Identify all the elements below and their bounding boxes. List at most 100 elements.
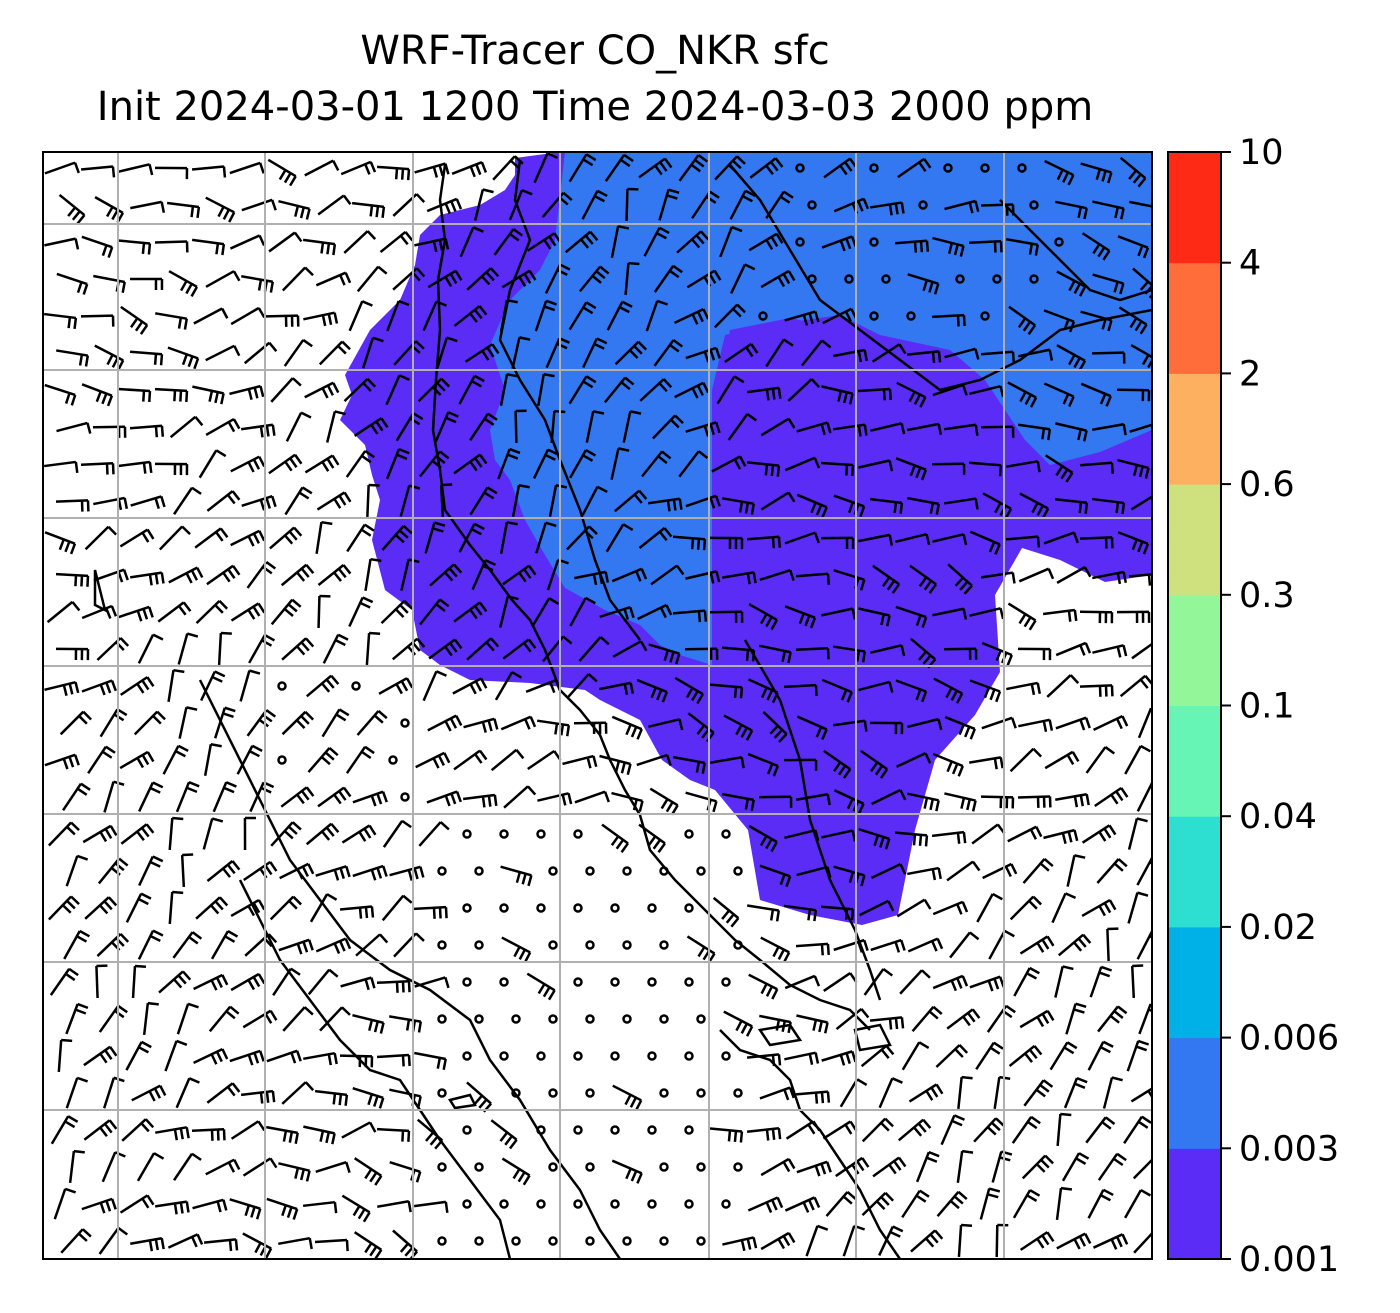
wind-calm-marker: [869, 163, 879, 173]
wind-barb: [1130, 343, 1152, 369]
wind-barb: [835, 1007, 870, 1031]
wind-barb: [315, 937, 352, 954]
wind-barb: [453, 305, 488, 327]
wind-barb: [684, 647, 719, 660]
wind-barb: [87, 745, 116, 775]
wind-barb: [436, 336, 458, 369]
colorbar-segment: [1168, 705, 1221, 817]
wind-barb: [730, 263, 756, 294]
wind-barb: [944, 792, 977, 812]
wind-barb: [381, 894, 413, 922]
wind-barb: [1106, 927, 1119, 962]
wind-barb: [84, 896, 118, 920]
wind-barb: [80, 462, 115, 475]
wind-barb: [861, 1191, 895, 1217]
wind-calm-marker: [499, 1199, 509, 1209]
coastline-interior-2: [729, 164, 1152, 392]
wind-barb: [535, 521, 557, 554]
wind-barb: [172, 931, 203, 959]
wind-barb: [266, 1049, 302, 1064]
wind-barb: [784, 531, 820, 545]
wind-barb: [1017, 795, 1052, 808]
wind-barb: [969, 607, 1005, 620]
wind-barb: [84, 525, 118, 551]
wind-barb: [901, 1041, 930, 1071]
wind-barb: [352, 1013, 385, 1034]
wind-barb: [674, 676, 704, 705]
wind-barb: [419, 598, 450, 626]
wind-barb: [1092, 570, 1128, 585]
wind-barb: [500, 865, 533, 887]
wind-barb: [168, 816, 184, 851]
wind-barb: [931, 313, 966, 327]
wind-barb: [821, 607, 857, 620]
wind-barb: [315, 271, 352, 287]
wind-calm-marker: [622, 866, 632, 876]
wind-barb: [624, 261, 640, 296]
wind-barb: [796, 793, 831, 806]
wind-barb: [353, 1157, 383, 1186]
wind-barb: [870, 644, 906, 657]
wind-barb: [1085, 746, 1116, 774]
wind-calm-marker: [548, 1014, 558, 1024]
coastline-interior-1: [498, 159, 641, 641]
wind-calm-marker: [1029, 274, 1039, 284]
wind-barb: [758, 795, 793, 808]
wind-calm-marker: [733, 1088, 743, 1098]
wind-barb: [911, 1005, 943, 1032]
wind-calm-marker: [437, 940, 447, 950]
wind-calm-marker: [499, 903, 509, 913]
wind-barb: [582, 337, 608, 369]
wind-barb: [154, 240, 189, 253]
wind-barb: [610, 225, 630, 258]
wind-barb: [269, 526, 303, 550]
wind-barb: [65, 854, 89, 887]
wind-barb: [1137, 707, 1152, 739]
wind-barb: [206, 860, 241, 882]
wind-barb: [1009, 747, 1043, 773]
wind-barb: [56, 272, 89, 295]
wind-barb: [458, 374, 485, 405]
wind-barb: [462, 793, 498, 808]
wind-barb: [723, 1010, 754, 1037]
wind-barb: [569, 596, 596, 627]
wind-barb: [1117, 235, 1150, 259]
wind-barb: [625, 187, 639, 222]
wind-barb: [399, 484, 421, 517]
wind-barb: [80, 165, 116, 178]
wind-barb: [1119, 674, 1152, 698]
wind-barb: [605, 523, 634, 553]
wind-barb: [281, 266, 314, 292]
wind-barb: [473, 188, 494, 221]
wind-barb: [674, 308, 710, 325]
wind-barb: [453, 749, 488, 771]
wind-barb: [117, 239, 152, 255]
wind-barb: [1061, 1152, 1090, 1182]
wind-barb: [980, 350, 1016, 363]
wind-barb: [1008, 305, 1037, 335]
wind-barb: [168, 566, 204, 584]
wind-barb: [975, 1041, 1004, 1071]
wind-barb: [129, 277, 164, 291]
wind-barb: [685, 791, 718, 813]
wind-barb: [896, 381, 927, 408]
colorbar-tick-label: 0.006: [1239, 1019, 1339, 1059]
wind-calm-marker: [610, 977, 620, 987]
wind-barb: [169, 415, 204, 439]
wind-barb: [118, 605, 154, 622]
wind-barb: [229, 384, 265, 401]
wind-barb: [729, 189, 756, 220]
wind-barb: [317, 594, 331, 629]
wind-barb: [907, 937, 944, 953]
wind-barb: [981, 716, 1017, 730]
wind-barb: [154, 1200, 190, 1215]
wind-calm-marker: [980, 311, 990, 321]
wind-barb: [784, 1196, 821, 1213]
wind-barb: [599, 754, 632, 775]
wind-barb: [645, 299, 669, 332]
wind-barb: [131, 964, 147, 999]
wind-barb: [239, 669, 261, 702]
wind-barb: [650, 564, 685, 586]
wind-barb: [1097, 1152, 1127, 1181]
